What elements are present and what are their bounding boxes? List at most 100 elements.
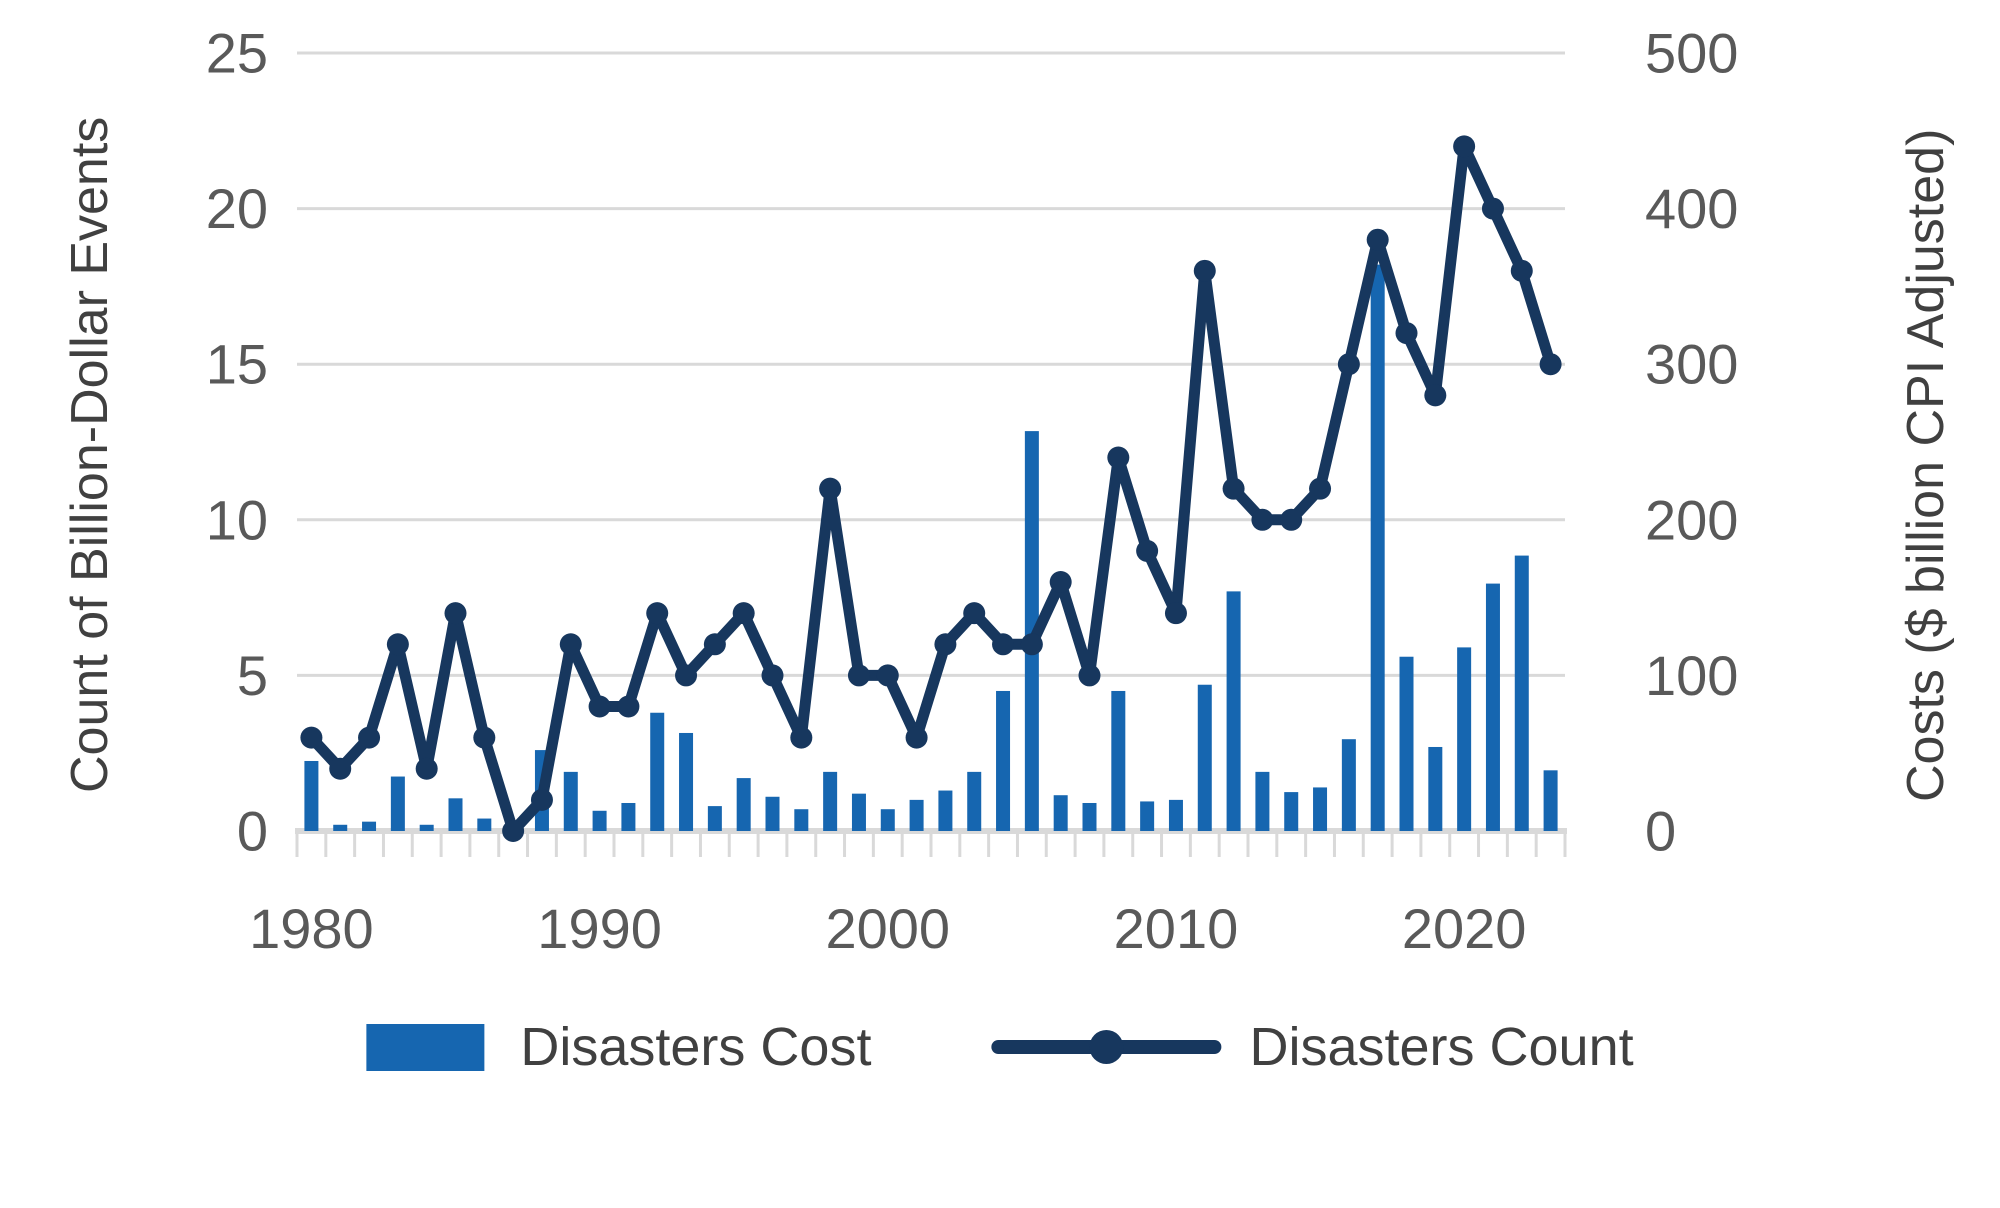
cost-bar bbox=[967, 771, 982, 831]
cost-bar bbox=[1111, 690, 1126, 831]
cost-bar bbox=[333, 824, 348, 831]
legend-cost-label: Disasters Cost bbox=[520, 1017, 872, 1077]
cost-bar bbox=[1543, 770, 1558, 831]
right-axis-tick-label: 300 bbox=[1645, 333, 1738, 396]
count-point bbox=[847, 664, 870, 687]
left-axis-tick-label: 0 bbox=[237, 800, 268, 863]
count-point bbox=[617, 695, 640, 718]
legend-count-label: Disasters Count bbox=[1249, 1017, 1634, 1077]
count-point bbox=[1107, 446, 1130, 469]
x-axis-tick-label: 2020 bbox=[1402, 897, 1527, 960]
count-point bbox=[1164, 602, 1187, 625]
cost-bar bbox=[1514, 555, 1529, 831]
cost-bar bbox=[1140, 801, 1155, 831]
left-axis-tick-label: 25 bbox=[206, 22, 268, 85]
left-axis-tick-label: 10 bbox=[206, 488, 268, 551]
cost-bar bbox=[621, 802, 636, 831]
count-point bbox=[329, 757, 352, 780]
cost-bar bbox=[390, 776, 405, 831]
cost-bar bbox=[1370, 264, 1385, 832]
count-point bbox=[1395, 322, 1418, 345]
cost-bar bbox=[1485, 583, 1500, 831]
count-point bbox=[732, 602, 755, 625]
right-axis-tick-label: 0 bbox=[1645, 800, 1676, 863]
cost-bar bbox=[1255, 771, 1270, 831]
count-point bbox=[530, 788, 553, 811]
count-point bbox=[1337, 353, 1360, 376]
count-point bbox=[761, 664, 784, 687]
cost-bar bbox=[592, 810, 607, 831]
cost-bar bbox=[1197, 684, 1212, 831]
count-point bbox=[1481, 197, 1504, 220]
cost-bar bbox=[794, 809, 809, 831]
count-point bbox=[1280, 508, 1303, 531]
cost-bar bbox=[477, 818, 492, 831]
count-point bbox=[1251, 508, 1274, 531]
cost-bar bbox=[1082, 802, 1097, 831]
count-point bbox=[1424, 384, 1447, 407]
count-point bbox=[386, 633, 409, 656]
right-axis-tick-label: 500 bbox=[1645, 22, 1738, 85]
count-point bbox=[559, 633, 582, 656]
cost-bar bbox=[1024, 431, 1039, 831]
count-point bbox=[790, 726, 813, 749]
cost-bar bbox=[1428, 746, 1443, 831]
count-point bbox=[300, 726, 323, 749]
cost-bar bbox=[1341, 739, 1356, 831]
cost-bar bbox=[823, 771, 838, 831]
cost-bar bbox=[909, 799, 924, 831]
cost-bar bbox=[851, 793, 866, 831]
cost-bar bbox=[650, 712, 665, 831]
cost-bar bbox=[1313, 787, 1328, 831]
cost-bar bbox=[736, 778, 751, 831]
count-point bbox=[473, 726, 496, 749]
count-point bbox=[819, 477, 842, 500]
count-point bbox=[876, 664, 899, 687]
cost-bar bbox=[996, 690, 1011, 831]
count-point bbox=[1020, 633, 1043, 656]
x-axis-tick-label: 2010 bbox=[1114, 897, 1239, 960]
cost-bar bbox=[1053, 795, 1068, 831]
count-point bbox=[1309, 477, 1332, 500]
count-point bbox=[675, 664, 698, 687]
x-axis-tick-label: 2000 bbox=[825, 897, 950, 960]
cost-bar bbox=[765, 796, 780, 831]
cost-bar bbox=[419, 824, 434, 831]
legend: Disasters Cost Disasters Count bbox=[366, 1016, 1634, 1078]
cost-bar bbox=[679, 732, 694, 831]
count-point bbox=[992, 633, 1015, 656]
count-line bbox=[305, 140, 1557, 837]
count-point bbox=[1136, 539, 1159, 562]
count-point bbox=[1078, 664, 1101, 687]
cost-bar bbox=[1399, 656, 1414, 831]
count-point bbox=[444, 602, 467, 625]
count-point bbox=[1453, 135, 1476, 158]
count-point bbox=[588, 695, 611, 718]
cost-bar bbox=[1226, 591, 1241, 831]
count-point bbox=[1510, 259, 1533, 282]
left-axis-tick-label: 5 bbox=[237, 644, 268, 707]
count-point bbox=[1193, 259, 1216, 282]
count-point bbox=[646, 602, 669, 625]
cost-bar bbox=[448, 798, 463, 831]
cost-bar bbox=[563, 771, 578, 831]
x-axis-tick-label: 1980 bbox=[249, 897, 374, 960]
right-axis-title: Costs ($ billion CPI Adjusted) bbox=[1897, 128, 1955, 802]
count-point bbox=[1539, 353, 1562, 376]
x-axis-tick-label: 1990 bbox=[537, 897, 662, 960]
count-point bbox=[358, 726, 381, 749]
cost-bar bbox=[1457, 647, 1472, 831]
count-point bbox=[502, 820, 525, 842]
count-point bbox=[1222, 477, 1245, 500]
cost-bar bbox=[880, 809, 895, 831]
cost-bar bbox=[1168, 799, 1183, 831]
count-point bbox=[415, 757, 438, 780]
right-axis-tick-label: 400 bbox=[1645, 177, 1738, 240]
left-axis-tick-label: 20 bbox=[206, 177, 268, 240]
count-point bbox=[1366, 228, 1389, 251]
count-point bbox=[934, 633, 957, 656]
right-axis-tick-label: 100 bbox=[1645, 644, 1738, 707]
right-axis-tick-label: 200 bbox=[1645, 488, 1738, 551]
